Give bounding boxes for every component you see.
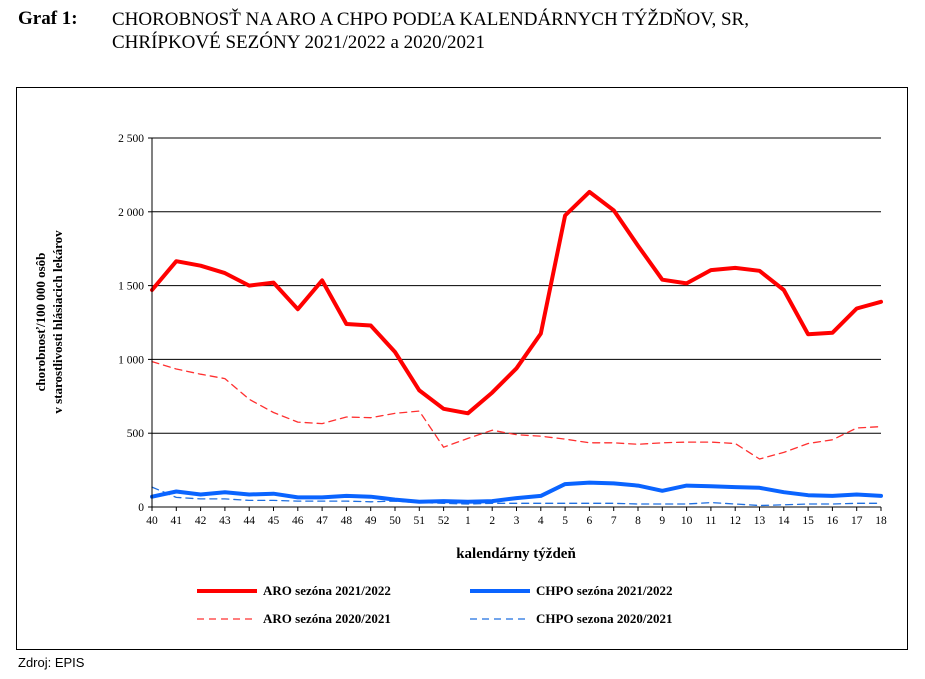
series-line-3: [151, 486, 882, 507]
x-tick-label: 6: [587, 515, 593, 527]
y-axis-title-line-1: chorobnosť/100 000 osôb: [33, 253, 48, 392]
y-axis-title: chorobnosť/100 000 osôb v starostlivosti…: [33, 230, 65, 414]
x-tick-label: 3: [514, 515, 520, 527]
x-tick-label: 43: [219, 515, 231, 527]
x-tick-label: 7: [611, 515, 617, 527]
x-tick-label: 41: [171, 515, 183, 527]
x-tick-label: 49: [365, 515, 377, 527]
x-tick-label: 45: [268, 515, 280, 527]
x-tick-label: 17: [851, 515, 863, 527]
legend-label-3: CHPO sezona 2020/2021: [536, 611, 673, 626]
x-tick-label: 40: [146, 515, 158, 527]
x-tick-label: 42: [195, 515, 207, 527]
y-tick-label: 500: [127, 428, 145, 440]
x-tick-label: 1: [465, 515, 471, 527]
figure-label: Graf 1:: [18, 8, 78, 29]
x-tick-label: 48: [341, 515, 353, 527]
y-tick-label: 0: [138, 502, 144, 514]
legend-label-0: ARO sezóna 2021/2022: [263, 583, 391, 598]
x-axis-ticks: 40 41 42 43 44 45 46 47 48 49 50 51 52 1 2 3 4 5 6 7 8 9 10 11 1…: [146, 507, 887, 527]
gridlines: [152, 137, 881, 434]
figure-title-line-2: CHRÍPKOVÉ SEZÓNY 2021/2022 a 2020/2021: [112, 32, 485, 53]
legend: ARO sezóna 2021/2022 CHPO sezóna 2021/202…: [197, 583, 673, 626]
x-tick-label: 18: [875, 515, 887, 527]
x-tick-label: 15: [802, 515, 814, 527]
x-tick-label: 4: [538, 515, 544, 527]
x-tick-label: 47: [316, 515, 328, 527]
legend-label-1: CHPO sezóna 2021/2022: [536, 583, 673, 598]
x-tick-label: 16: [827, 515, 839, 527]
y-tick-label: 1 500: [118, 281, 144, 293]
series-line-2: [151, 360, 882, 460]
series-line-1: [150, 480, 883, 504]
x-tick-label: 52: [438, 515, 450, 527]
source-note: Zdroj: EPIS: [18, 655, 85, 670]
x-tick-label: 2: [489, 515, 495, 527]
series-lines: [150, 189, 883, 507]
y-tick-label: 1 000: [118, 354, 144, 366]
x-tick-label: 12: [729, 515, 741, 527]
x-tick-label: 14: [778, 515, 790, 527]
x-tick-label: 11: [705, 515, 716, 527]
series-line-0: [150, 189, 883, 416]
figure-title: CHOROBNOSŤ NA ARO A CHPO PODĽA KALENDÁRN…: [112, 8, 892, 54]
figure-title-line-1: CHOROBNOSŤ NA ARO A CHPO PODĽA KALENDÁRN…: [112, 9, 749, 30]
y-axis-title-line-2: v starostlivosti hlásiacich lekárov: [50, 230, 65, 414]
x-axis-title: kalendárny týždeň: [456, 546, 576, 562]
x-tick-label: 46: [292, 515, 304, 527]
x-tick-label: 10: [681, 515, 693, 527]
legend-label-2: ARO sezóna 2020/2021: [263, 611, 391, 626]
x-tick-label: 44: [243, 515, 255, 527]
x-tick-label: 9: [659, 515, 665, 527]
x-tick-label: 51: [414, 515, 426, 527]
x-tick-label: 5: [562, 515, 568, 527]
y-axis-ticks: 0 500 1 000 1 500 2 000 2 500: [118, 133, 152, 514]
x-tick-label: 50: [389, 515, 401, 527]
y-tick-label: 2 500: [118, 133, 144, 145]
y-tick-label: 2 000: [118, 207, 144, 219]
x-tick-label: 8: [635, 515, 641, 527]
x-tick-label: 13: [754, 515, 766, 527]
chart-frame: 0 500 1 000 1 500 2 000 2 500 40 41 42 43 44 45 46 4…: [16, 87, 908, 650]
